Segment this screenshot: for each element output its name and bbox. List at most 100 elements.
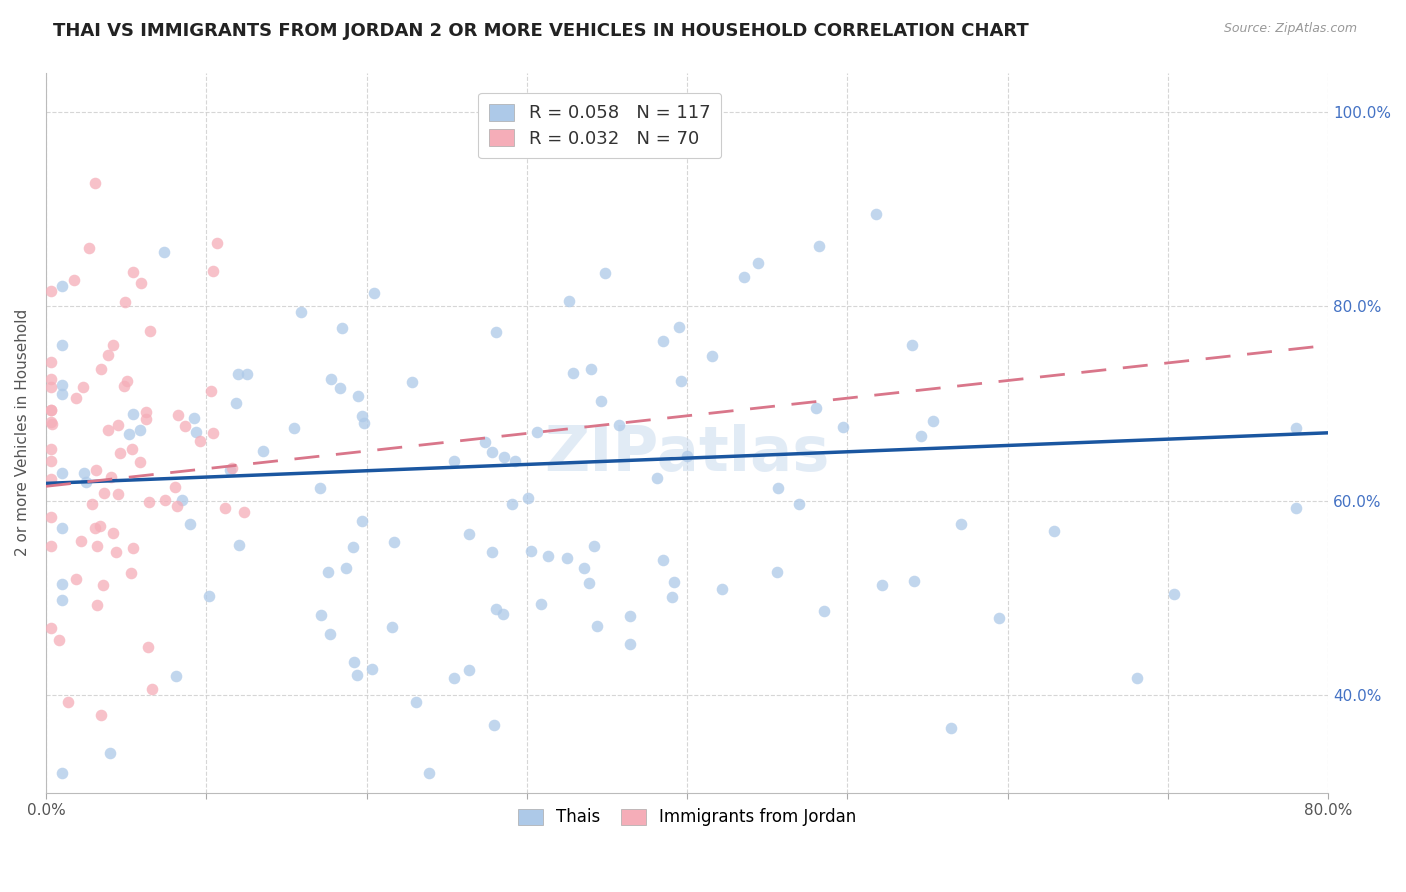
Point xyxy=(122,541,145,555)
Point xyxy=(39,403,62,417)
Point xyxy=(309,607,332,622)
Point xyxy=(290,305,312,319)
Point xyxy=(63,273,86,287)
Point xyxy=(252,444,274,458)
Point xyxy=(51,387,73,401)
Point xyxy=(70,534,93,549)
Point xyxy=(112,379,135,393)
Point xyxy=(225,395,247,409)
Point xyxy=(558,293,581,308)
Point xyxy=(179,516,201,531)
Point xyxy=(950,516,973,531)
Point xyxy=(135,405,157,419)
Point xyxy=(90,362,112,376)
Point xyxy=(107,487,129,501)
Point xyxy=(520,543,543,558)
Point xyxy=(561,366,583,380)
Point xyxy=(84,176,107,190)
Point xyxy=(221,461,243,475)
Point xyxy=(676,450,699,464)
Point xyxy=(205,235,228,250)
Point xyxy=(733,269,755,284)
Point xyxy=(129,277,152,291)
Point xyxy=(129,423,152,437)
Point xyxy=(361,662,384,676)
Point xyxy=(80,498,103,512)
Point xyxy=(870,578,893,592)
Point xyxy=(505,453,527,467)
Point xyxy=(97,423,120,437)
Point xyxy=(200,384,222,398)
Point xyxy=(51,577,73,591)
Point xyxy=(56,695,79,709)
Point xyxy=(668,320,690,334)
Point xyxy=(155,492,177,507)
Point xyxy=(1125,671,1147,685)
Point xyxy=(202,426,225,441)
Point xyxy=(72,379,94,393)
Point xyxy=(595,266,617,280)
Point xyxy=(108,446,131,460)
Point xyxy=(188,434,211,449)
Point xyxy=(555,551,578,566)
Point xyxy=(39,453,62,467)
Point xyxy=(747,256,769,270)
Point xyxy=(100,470,122,484)
Point xyxy=(579,361,602,376)
Point xyxy=(51,466,73,480)
Point xyxy=(228,538,250,552)
Point xyxy=(481,544,503,558)
Point xyxy=(768,481,790,495)
Point xyxy=(347,389,370,403)
Text: ZIPatlas: ZIPatlas xyxy=(544,425,830,484)
Point xyxy=(120,566,142,580)
Point xyxy=(485,602,508,616)
Point xyxy=(135,412,157,426)
Point xyxy=(73,467,96,481)
Point xyxy=(485,325,508,339)
Point xyxy=(458,663,481,677)
Point xyxy=(101,338,124,352)
Point xyxy=(233,505,256,519)
Point xyxy=(766,565,789,579)
Point xyxy=(807,239,830,253)
Point xyxy=(48,632,70,647)
Point xyxy=(363,286,385,301)
Point xyxy=(330,320,353,334)
Point xyxy=(114,295,136,310)
Point xyxy=(86,539,108,553)
Point xyxy=(787,497,810,511)
Point xyxy=(39,472,62,486)
Point xyxy=(661,591,683,605)
Point xyxy=(619,609,641,624)
Point xyxy=(987,611,1010,625)
Point xyxy=(39,285,62,299)
Point xyxy=(537,549,560,564)
Point xyxy=(711,582,734,596)
Point xyxy=(90,707,112,722)
Point xyxy=(481,445,503,459)
Point xyxy=(381,619,404,633)
Point xyxy=(184,425,207,439)
Point xyxy=(51,279,73,293)
Point xyxy=(321,372,343,386)
Point xyxy=(582,540,605,554)
Point xyxy=(1043,524,1066,539)
Point xyxy=(526,425,548,439)
Point xyxy=(165,480,187,494)
Point xyxy=(115,374,138,388)
Point xyxy=(51,378,73,392)
Point xyxy=(517,491,540,505)
Point xyxy=(319,627,342,641)
Point xyxy=(39,403,62,417)
Point xyxy=(51,766,73,780)
Point xyxy=(83,521,105,535)
Point xyxy=(922,414,945,428)
Point xyxy=(121,407,143,421)
Point xyxy=(309,481,332,495)
Point xyxy=(530,597,553,611)
Point xyxy=(39,415,62,429)
Point xyxy=(832,420,855,434)
Point xyxy=(329,380,352,394)
Point xyxy=(700,349,723,363)
